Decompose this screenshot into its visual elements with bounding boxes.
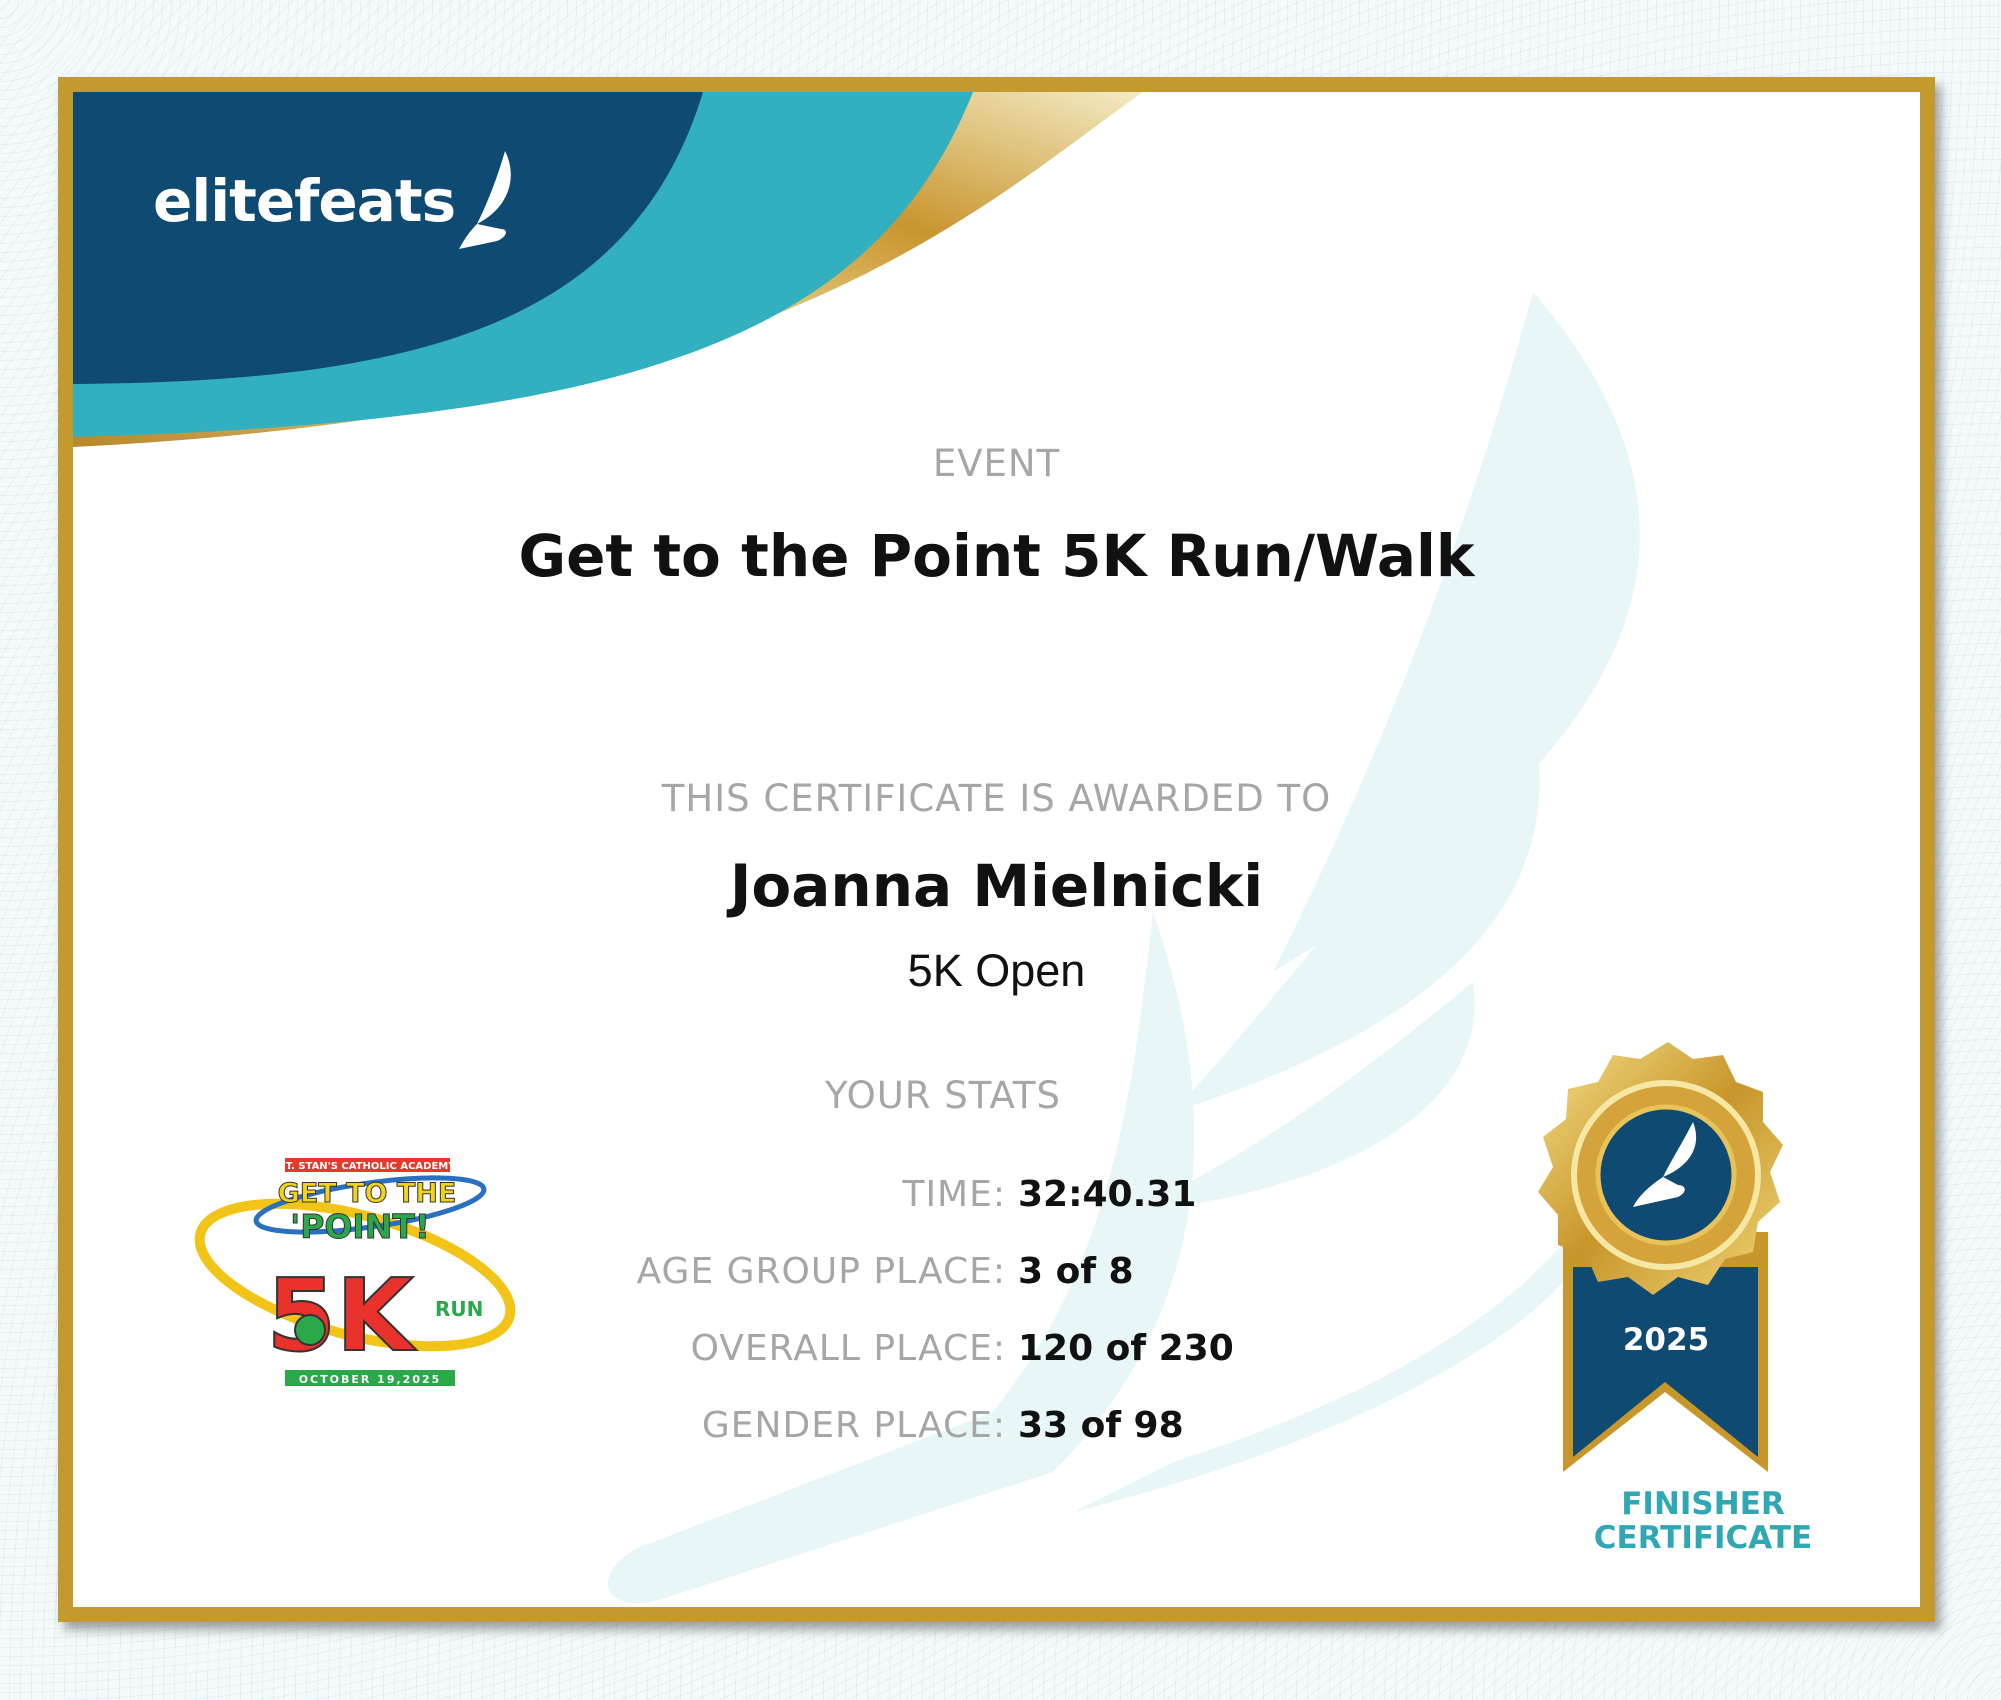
event-logo-date: OCTOBER 19,2025 (299, 1373, 442, 1386)
badge-line2: CERTIFICATE (1593, 1520, 1813, 1556)
recipient-name: Joanna Mielnicki (729, 852, 1264, 920)
event-logo-run: RUN (435, 1297, 483, 1321)
badge-year: 2025 (1623, 1322, 1709, 1358)
stat-value: 120 of 230 (1018, 1328, 1234, 1369)
stat-label: AGE GROUP PLACE: (636, 1251, 1006, 1292)
winged-shoe-icon (459, 151, 511, 249)
finisher-certificate-label: FINISHER CERTIFICATE (1553, 1487, 1853, 1555)
stat-overall-place: OVERALL PLACE: 120 of 230 (373, 1328, 1673, 1369)
stat-age-group-place: AGE GROUP PLACE: 3 of 8 (373, 1251, 1673, 1292)
stat-value: 33 of 98 (1018, 1405, 1184, 1446)
winged-shoe-watermark-icon (608, 292, 1640, 1604)
division: 5K Open (907, 945, 1086, 996)
header-swoosh (73, 92, 1143, 447)
stat-time: TIME: 32:40.31 (373, 1174, 1673, 1215)
event-logo: ST. STAN'S CATHOLIC ACADEMY GET TO THE '… (194, 1158, 516, 1386)
certificate: elitefeats EVENT Get to the Point 5K Run… (58, 77, 1935, 1622)
stat-gender-place: GENDER PLACE: 33 of 98 (373, 1405, 1673, 1446)
stat-label: GENDER PLACE: (701, 1405, 1006, 1446)
stat-value: 3 of 8 (1018, 1251, 1134, 1292)
event-title: Get to the Point 5K Run/Walk (518, 522, 1475, 590)
stat-label: OVERALL PLACE: (690, 1328, 1006, 1369)
event-label: EVENT (932, 442, 1061, 485)
stat-value: 32:40.31 (1018, 1174, 1197, 1215)
finisher-badge: 2025 (1538, 1042, 1783, 1472)
stats-heading: YOUR STATS (825, 1074, 1061, 1117)
event-logo-line1: GET TO THE (278, 1178, 457, 1209)
brand-name: elitefeats (153, 167, 456, 235)
event-logo-line2: 'POINT! (290, 1207, 430, 1246)
winged-shoe-icon (1633, 1122, 1697, 1207)
event-logo-org: ST. STAN'S CATHOLIC ACADEMY (279, 1161, 457, 1172)
elitefeats-logo: elitefeats (153, 151, 517, 259)
event-logo-5k: 5K (266, 1257, 417, 1374)
badge-line1: FINISHER (1621, 1486, 1785, 1522)
awarded-label: THIS CERTIFICATE IS AWARDED TO (661, 777, 1332, 820)
stat-label: TIME: (902, 1174, 1006, 1215)
